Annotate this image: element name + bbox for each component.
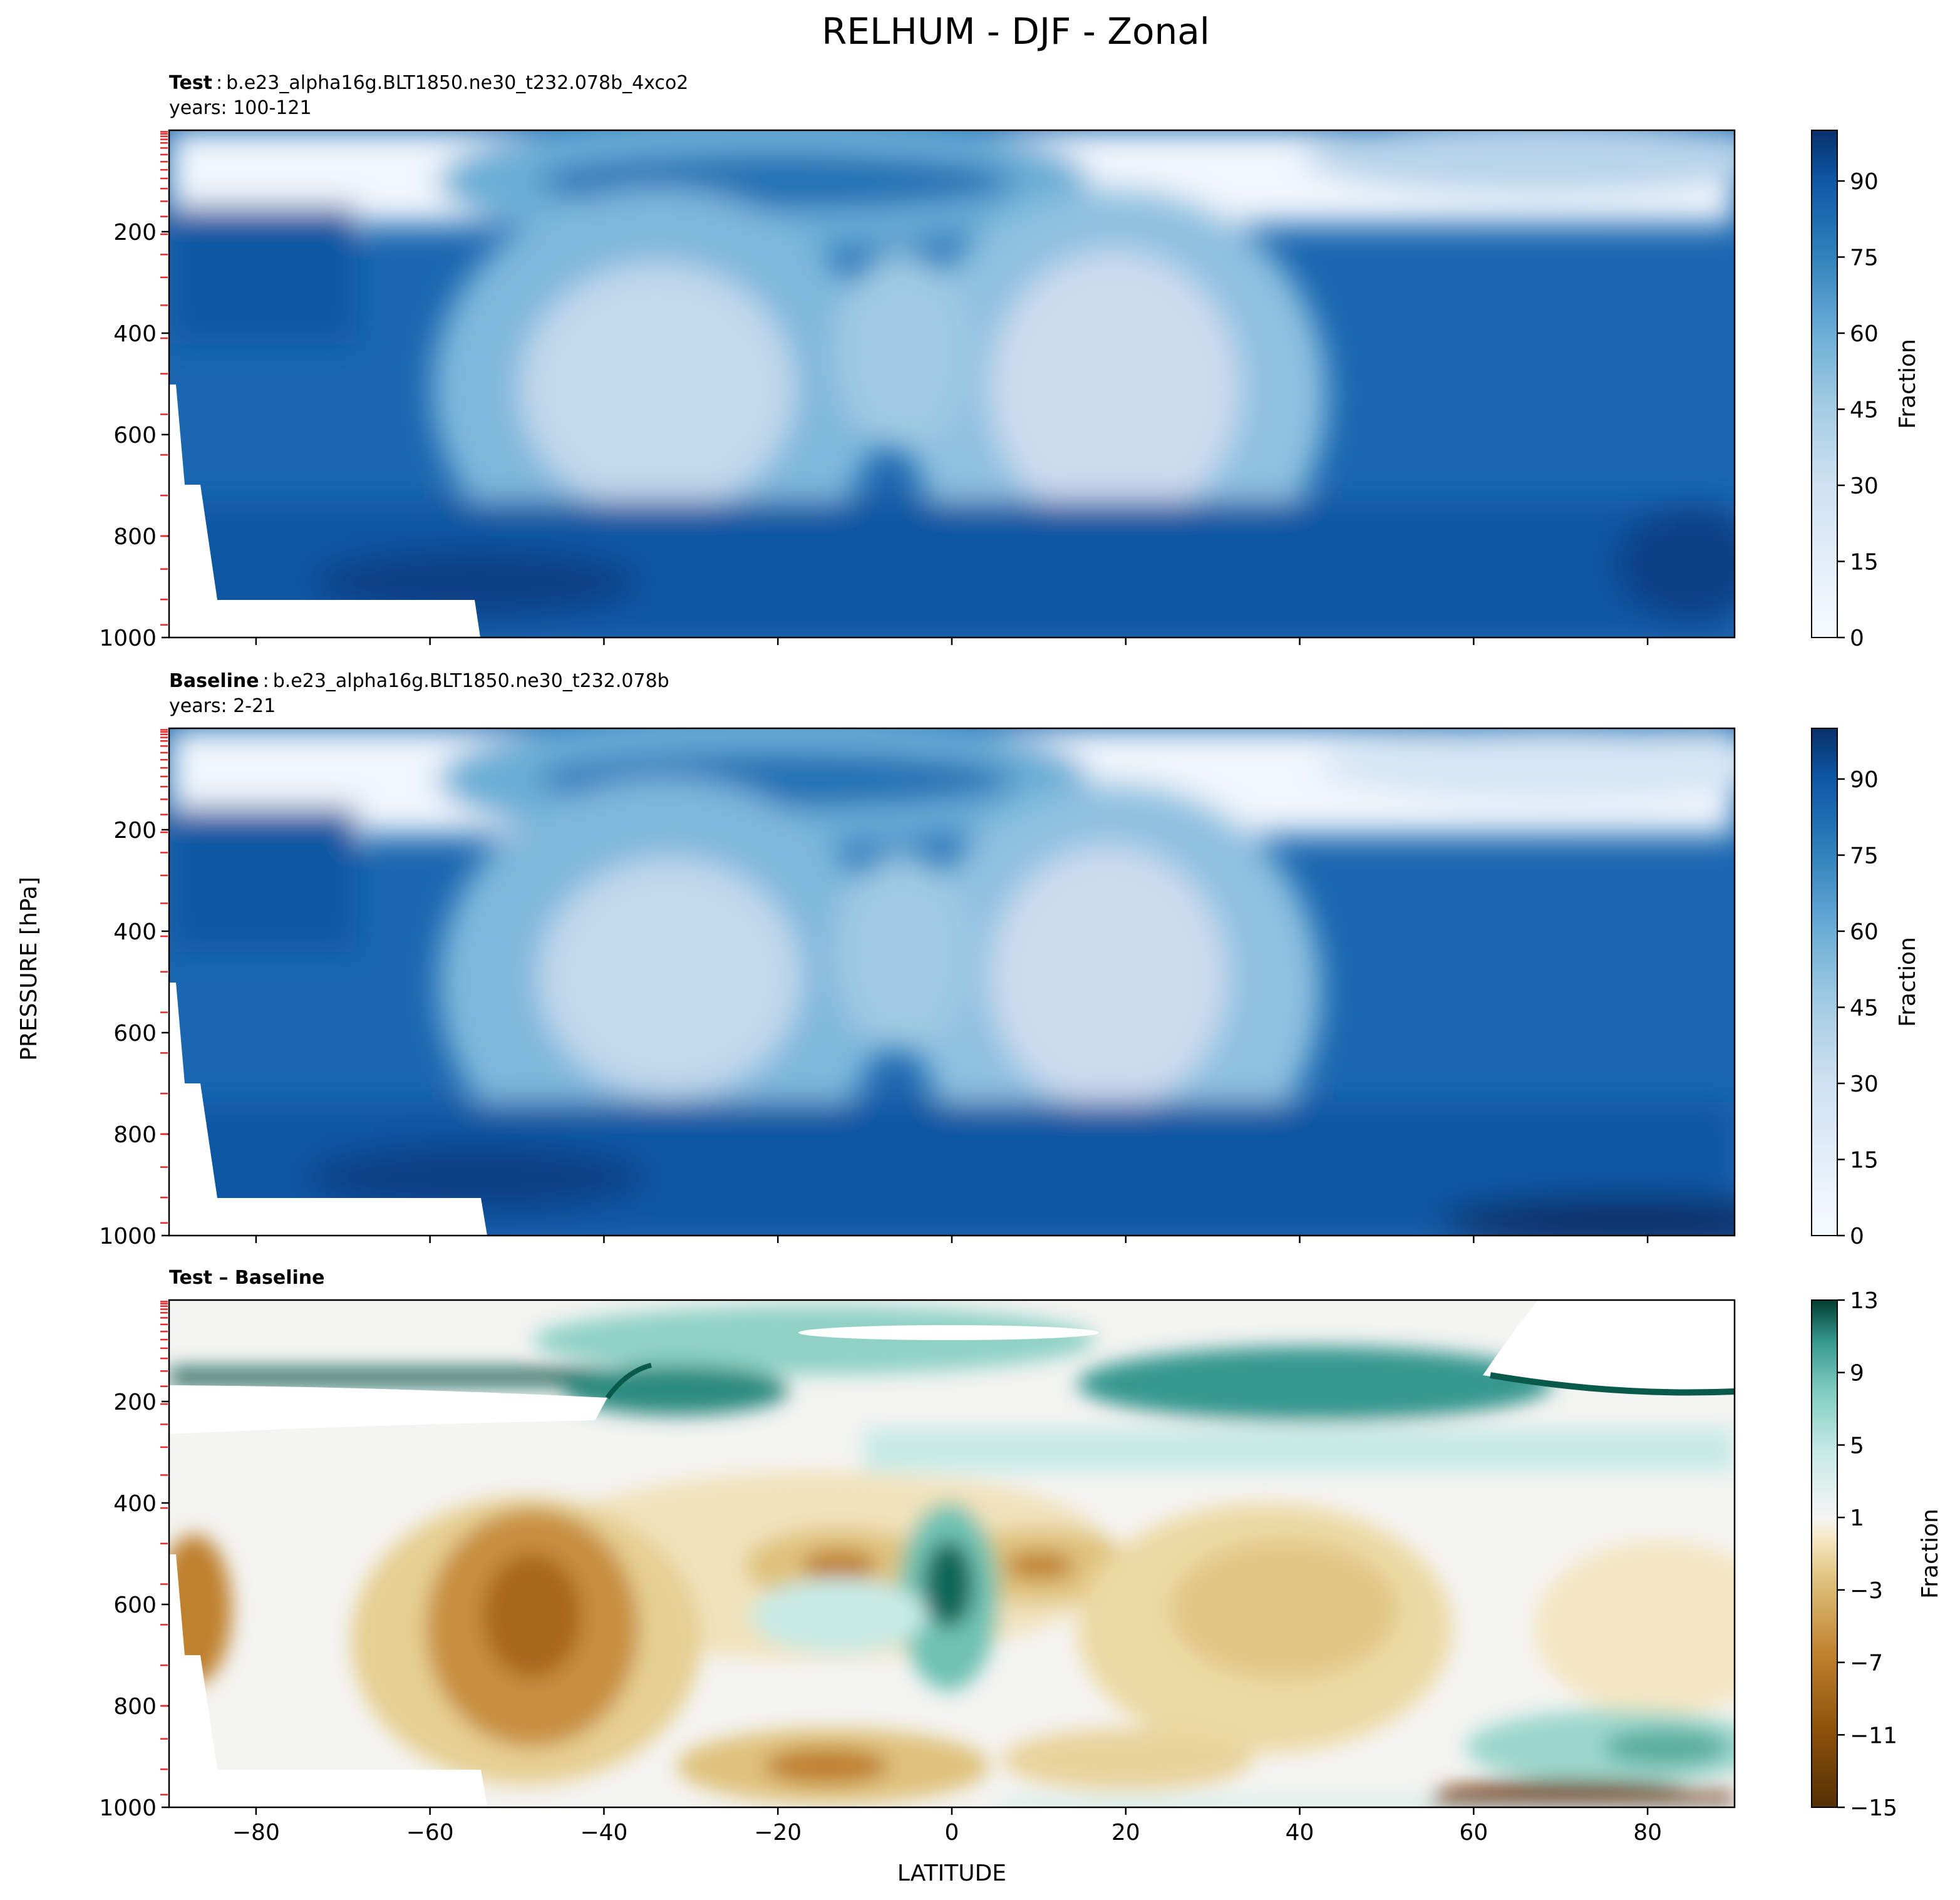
y-tick-label: 400	[113, 919, 157, 945]
panel-baseline-yticks: 200 400 600 800 1000	[99, 729, 169, 1249]
x-tick-label: −20	[754, 1820, 802, 1846]
colorbar-tick-label: −3	[1850, 1578, 1883, 1604]
x-tick-label: 80	[1633, 1820, 1662, 1846]
colorbar-tick-label: 45	[1850, 398, 1879, 423]
panel-test-terrain	[169, 385, 480, 638]
colorbar-tick-label: 75	[1850, 245, 1879, 271]
y-tick-label: 600	[113, 423, 157, 448]
panel-diff-terrain	[169, 1300, 487, 1807]
panel-diff-yticks: 200 400 600 800 1000	[99, 1301, 169, 1821]
figure-title: RELHUM - DJF - Zonal	[822, 10, 1210, 53]
colorbar-tick-label: 30	[1850, 1071, 1879, 1097]
y-tick-label: 1000	[99, 1795, 157, 1821]
panel-test-xticks	[255, 638, 1649, 645]
y-tick-label: 800	[113, 1694, 157, 1720]
panel-baseline-years: years: 2-21	[169, 695, 276, 717]
y-tick-label: 400	[113, 321, 157, 347]
panel-test-yticks: 200 400 600 800 1000	[99, 131, 169, 651]
colorbar-tick-label: 15	[1850, 1148, 1879, 1174]
panel-diff-colorbar-ticks: 13 9 5 1 −3 −7 −11 −15	[1837, 1288, 1897, 1821]
x-tick-label: −40	[580, 1820, 627, 1846]
panel-test-colorbar	[1811, 130, 1838, 638]
panel-baseline-field	[169, 728, 1735, 1236]
colorbar-tick-label: 13	[1850, 1288, 1879, 1314]
y-tick-label: 1000	[99, 1224, 157, 1249]
y-tick-label: 200	[113, 220, 157, 245]
panel-diff-colorbar	[1811, 1299, 1838, 1808]
panel-test-field	[169, 130, 1735, 638]
x-tick-label: −80	[232, 1820, 280, 1846]
x-tick-label: 60	[1459, 1820, 1488, 1846]
panel-baseline-xticks	[255, 1236, 1649, 1243]
y-tick-label: 800	[113, 524, 157, 550]
panel-baseline-colorbar-ticks: 0 15 30 45 60 75 90	[1837, 767, 1879, 1249]
panel-test-colorbar-label: Fraction	[1895, 339, 1921, 429]
panel-test-title: Test: b.e23_alpha16g.BLT1850.ne30_t232.07…	[169, 72, 688, 94]
colorbar-tick-label: 60	[1850, 321, 1879, 347]
colorbar-tick-label: 30	[1850, 473, 1879, 499]
x-tick-label: 20	[1112, 1820, 1140, 1846]
colorbar-tick-label: −15	[1850, 1795, 1897, 1821]
panel-test-title-sep: :	[216, 72, 222, 94]
colorbar-tick-label: 45	[1850, 996, 1879, 1021]
x-tick-label: 0	[945, 1820, 959, 1846]
panel-baseline-title-bold: Baseline	[169, 670, 259, 692]
y-axis-label: PRESSURE [hPa]	[16, 877, 42, 1061]
panel-diff-xticks: −80 −60 −40 −20 0 20 40 60 80	[232, 1807, 1662, 1846]
panel-test-case: b.e23_alpha16g.BLT1850.ne30_t232.078b_4x…	[226, 72, 688, 94]
panel-test-years: years: 100-121	[169, 97, 312, 119]
colorbar-tick-label: 90	[1850, 169, 1879, 195]
x-axis-label: LATITUDE	[897, 1861, 1006, 1886]
panel-diff-field	[169, 1300, 1735, 1807]
colorbar-tick-label: 1	[1850, 1505, 1864, 1531]
colorbar-tick-label: 90	[1850, 767, 1879, 793]
panel-diff: Test – Baseline	[99, 1267, 1943, 1846]
colorbar-tick-label: 0	[1850, 1224, 1864, 1249]
colorbar-tick-label: 5	[1850, 1433, 1864, 1459]
colorbar-tick-label: 75	[1850, 844, 1879, 869]
panel-test-title-bold: Test	[169, 72, 212, 94]
x-tick-label: −60	[406, 1820, 454, 1846]
colorbar-tick-label: 9	[1850, 1361, 1864, 1386]
colorbar-tick-label: 0	[1850, 626, 1864, 651]
colorbar-tick-label: 60	[1850, 919, 1879, 945]
y-tick-label: 200	[113, 1390, 157, 1415]
panel-test: Test: b.e23_alpha16g.BLT1850.ne30_t232.07…	[99, 72, 1921, 651]
colorbar-tick-label: −7	[1850, 1651, 1883, 1676]
y-tick-label: 600	[113, 1021, 157, 1046]
panel-baseline-terrain	[169, 983, 487, 1236]
colorbar-tick-label: 15	[1850, 550, 1879, 576]
panel-baseline-title: Baseline: b.e23_alpha16g.BLT1850.ne30_t23…	[169, 670, 669, 692]
panel-baseline: Baseline: b.e23_alpha16g.BLT1850.ne30_t23…	[99, 670, 1921, 1249]
y-tick-label: 400	[113, 1491, 157, 1517]
colorbar-tick-label: −11	[1850, 1723, 1897, 1748]
y-tick-label: 600	[113, 1593, 157, 1618]
panel-baseline-colorbar	[1811, 728, 1838, 1236]
panel-diff-colorbar-label: Fraction	[1917, 1509, 1943, 1599]
x-tick-label: 40	[1286, 1820, 1314, 1846]
panel-test-colorbar-ticks: 0 15 30 45 60 75 90	[1837, 169, 1879, 651]
panel-baseline-colorbar-label: Fraction	[1895, 937, 1921, 1027]
panel-baseline-title-sep: :	[263, 670, 269, 692]
panel-baseline-case: b.e23_alpha16g.BLT1850.ne30_t232.078b	[273, 670, 669, 692]
y-tick-label: 200	[113, 818, 157, 844]
panel-diff-title: Test – Baseline	[169, 1267, 325, 1289]
y-tick-label: 1000	[99, 626, 157, 651]
y-tick-label: 800	[113, 1122, 157, 1148]
